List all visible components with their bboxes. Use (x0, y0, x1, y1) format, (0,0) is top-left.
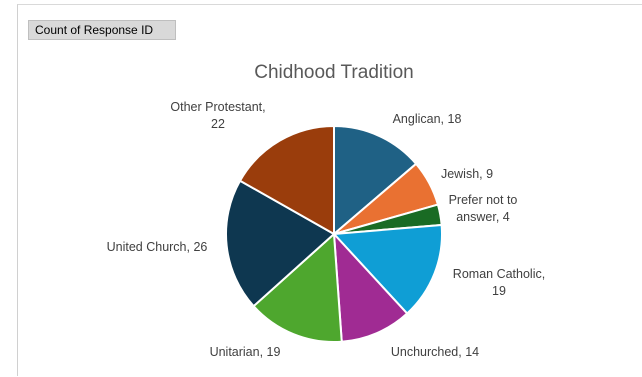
slice-label-united-church: United Church, 26 (107, 240, 208, 254)
slice-label-other-protestant: Other Protestant, 22 (170, 100, 265, 131)
slice-label-jewish: Jewish, 9 (441, 167, 493, 181)
pie-slice-roman-catholic[interactable] (331, 223, 443, 315)
slice-label-roman-catholic: Roman Catholic, 19 (453, 267, 545, 298)
pie-slice-unitarian[interactable] (252, 231, 343, 343)
pie-slices (225, 124, 443, 343)
slice-labels: Anglican, 18 Jewish, 9 Prefer not to answer… (107, 100, 546, 359)
slice-label-anglican: Anglican, 18 (393, 112, 462, 126)
chart-title: Chidhood Tradition (254, 62, 414, 83)
pivot-field-button[interactable]: Count of Response ID (28, 20, 176, 40)
pie-slice-united-church[interactable] (225, 179, 336, 308)
pie-slice-anglican[interactable] (333, 124, 418, 237)
pie-slice-other-protestant[interactable] (238, 124, 335, 236)
slice-label-unitarian: Unitarian, 19 (210, 345, 281, 359)
pie-slice-unchurched[interactable] (332, 231, 409, 343)
slice-label-unchurched: Unchurched, 14 (391, 345, 479, 359)
slice-label-prefer-not-to-answer: Prefer not to answer, 4 (449, 193, 518, 224)
